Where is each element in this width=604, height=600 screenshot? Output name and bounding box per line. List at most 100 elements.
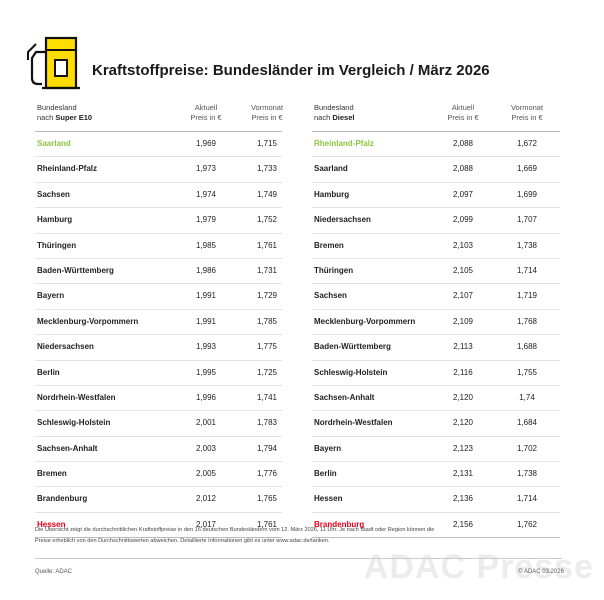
price-current: 2,120 <box>452 392 474 402</box>
table-header: Bundesland nach Diesel Aktuell Preis in € Vo… <box>312 100 560 132</box>
table-diesel: Bundesland nach Diesel Aktuell Preis in € Vo… <box>312 100 560 539</box>
table-row: Nordrhein-Westfalen 1,996 1,741 <box>35 386 282 412</box>
table-row: Bremen 2,103 1,738 <box>312 234 560 259</box>
price-previous: 1,733 <box>256 164 278 174</box>
table-super-e10: Bundesland nach Super E10 Aktuell Preis in … <box>35 100 283 539</box>
price-current: 1,991 <box>195 291 217 301</box>
price-current: 2,088 <box>452 164 474 174</box>
price-current: 1,996 <box>195 392 217 402</box>
state-name: Schleswig-Holstein <box>314 367 388 377</box>
price-previous: 1,783 <box>256 418 278 428</box>
table-row: Sachsen 1,974 1,749 <box>35 183 282 209</box>
price-previous: 1,707 <box>516 215 538 225</box>
price-previous: 1,761 <box>256 240 278 250</box>
price-previous: 1,731 <box>256 265 278 275</box>
table-row: Berlin 1,995 1,725 <box>35 361 282 386</box>
table-row: Bremen 2,005 1,776 <box>35 462 282 488</box>
table-row: Schleswig-Holstein 2,001 1,783 <box>35 411 282 437</box>
price-current: 2,097 <box>452 189 474 199</box>
price-previous: 1,765 <box>256 494 278 504</box>
price-previous: 1,714 <box>516 494 538 504</box>
table-row: Brandenburg 2,156 1,762 <box>312 513 560 539</box>
price-current: 1,986 <box>195 265 217 275</box>
price-previous: 1,738 <box>516 469 538 479</box>
price-current: 1,985 <box>195 240 217 250</box>
price-previous: 1,725 <box>256 367 278 377</box>
header-text: nach <box>37 113 54 122</box>
header-vormonat: Vormonat Preis in € <box>497 103 557 123</box>
header-fuel: Super E10 <box>55 113 93 122</box>
watermark: ADAC Presse <box>363 548 594 586</box>
table-row: Sachsen-Anhalt 2,120 1,74 <box>312 386 560 412</box>
fuel-pump-icon <box>27 36 80 90</box>
title: Kraftstoffpreise: Bundesländer im Vergle… <box>92 62 490 79</box>
price-previous: 1,755 <box>516 367 538 377</box>
header-text: Preis in € <box>511 113 543 122</box>
price-current: 2,123 <box>452 443 474 453</box>
header-fuel: Diesel <box>332 113 355 122</box>
state-name: Niedersachsen <box>37 342 94 352</box>
price-previous: 1,729 <box>256 291 278 301</box>
state-name: Hamburg <box>314 189 350 199</box>
state-name: Sachsen <box>37 189 70 199</box>
table-row: Sachsen-Anhalt 2,003 1,794 <box>35 437 282 463</box>
header-bundesland: Bundesland nach Diesel <box>314 103 354 123</box>
price-current: 1,969 <box>195 139 217 148</box>
state-name: Nordrhein-Westfalen <box>314 418 393 428</box>
state-name: Saarland <box>37 139 71 148</box>
price-current: 2,012 <box>195 494 217 504</box>
price-previous: 1,768 <box>516 316 538 326</box>
price-current: 2,113 <box>453 342 473 352</box>
state-name: Nordrhein-Westfalen <box>37 392 116 402</box>
state-name: Rheinland-Pfalz <box>37 164 98 174</box>
price-previous: 1,794 <box>256 443 278 453</box>
price-previous: 1,738 <box>516 240 538 250</box>
price-previous: 1,715 <box>256 139 278 148</box>
table-row: Baden-Württemberg 2,113 1,688 <box>312 335 560 361</box>
table-row: Brandenburg 2,012 1,765 <box>35 487 282 513</box>
state-name: Bremen <box>37 469 67 479</box>
state-name: Brandenburg <box>37 494 88 504</box>
table-row: Hamburg 1,979 1,752 <box>35 208 282 234</box>
table-row: Hamburg 2,097 1,699 <box>312 183 560 209</box>
price-current: 2,109 <box>452 316 474 326</box>
price-current: 2,131 <box>452 469 474 479</box>
price-current: 1,991 <box>195 316 217 326</box>
state-name: Brandenburg <box>314 519 365 529</box>
price-current: 2,107 <box>452 291 474 301</box>
table-row: Nordrhein-Westfalen 2,120 1,684 <box>312 411 560 437</box>
footnote-line: Die Übersicht zeigt die durchschnittlich… <box>35 527 435 533</box>
state-name: Sachsen-Anhalt <box>37 443 98 453</box>
table-row: Sachsen 2,107 1,719 <box>312 284 560 310</box>
header-text: Vormonat <box>510 103 544 112</box>
state-name: Berlin <box>37 367 60 377</box>
source: Quelle: ADAC <box>35 569 73 575</box>
header-text: Bundesland <box>314 103 354 112</box>
header-bundesland: Bundesland nach Super E10 <box>37 103 92 123</box>
price-current: 2,105 <box>452 265 474 275</box>
price-current: 1,993 <box>195 342 217 352</box>
price-previous: 1,688 <box>516 342 538 352</box>
copyright: © ADAC 03.2026 <box>518 569 564 575</box>
price-current: 2,005 <box>195 469 217 479</box>
state-name: Baden-Württemberg <box>37 265 114 275</box>
table-row: Mecklenburg-Vorpommern 1,991 1,785 <box>35 310 282 336</box>
price-current: 2,003 <box>195 443 217 453</box>
price-previous: 1,702 <box>516 443 538 453</box>
table-row: Saarland 1,969 1,715 <box>35 132 282 158</box>
table-row: Schleswig-Holstein 2,116 1,755 <box>312 361 560 386</box>
table-row: Mecklenburg-Vorpommern 2,109 1,768 <box>312 310 560 336</box>
table-row: Rheinland-Pfalz 1,973 1,733 <box>35 157 282 183</box>
price-previous: 1,785 <box>256 316 278 326</box>
state-name: Schleswig-Holstein <box>37 418 111 428</box>
header-text: Bundesland <box>37 103 77 112</box>
price-current: 1,974 <box>195 189 217 199</box>
table-row: Hessen 2,017 1,761 <box>35 513 282 539</box>
price-previous: 1,752 <box>256 215 278 225</box>
header-aktuell: Aktuell Preis in € <box>176 103 236 123</box>
state-name: Saarland <box>314 164 348 174</box>
header-text: Preis in € <box>251 113 283 122</box>
footnote-line: Preise erheblich von den Durchschnittswe… <box>35 538 330 544</box>
table-row: Bayern 1,991 1,729 <box>35 284 282 310</box>
